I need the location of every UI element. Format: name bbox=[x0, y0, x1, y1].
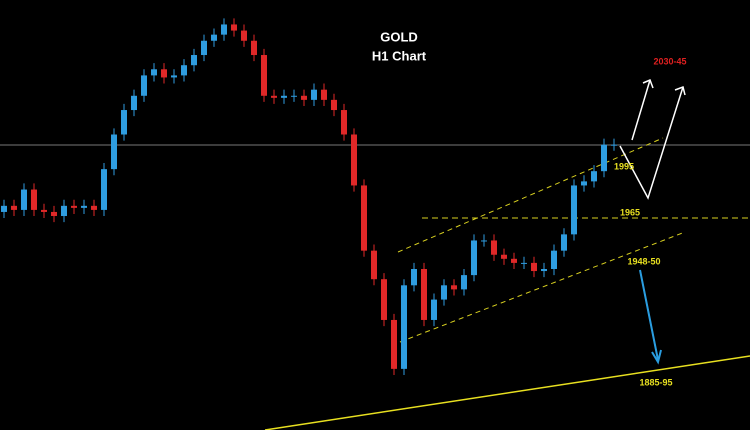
annotation: 1995 bbox=[614, 161, 634, 171]
candle-body bbox=[341, 110, 347, 135]
candle-body bbox=[601, 144, 607, 172]
candle-body bbox=[211, 34, 217, 41]
candle-body bbox=[521, 262, 527, 264]
candle-body bbox=[181, 65, 187, 76]
candle-body bbox=[171, 75, 177, 78]
candle-body bbox=[231, 24, 237, 31]
arrow-head bbox=[651, 349, 662, 365]
candle-body bbox=[191, 55, 197, 66]
candle-body bbox=[141, 75, 147, 96]
arrow bbox=[631, 79, 651, 141]
candle-body bbox=[411, 269, 417, 286]
candle-body bbox=[291, 95, 297, 97]
annotation: 1885-95 bbox=[639, 377, 672, 387]
candle-body bbox=[381, 279, 387, 320]
candle-body bbox=[571, 185, 577, 235]
arrow bbox=[639, 269, 659, 361]
candle-body bbox=[21, 189, 27, 210]
candle-body bbox=[421, 269, 427, 320]
candle-body bbox=[161, 69, 167, 78]
candle-body bbox=[591, 171, 597, 182]
candle-body bbox=[561, 234, 567, 251]
candle-body bbox=[31, 189, 37, 210]
candle-body bbox=[301, 95, 307, 100]
candle-body bbox=[61, 205, 67, 217]
arrow-head bbox=[642, 79, 654, 89]
candle-body bbox=[321, 89, 327, 100]
annotation: 2030-45 bbox=[653, 56, 686, 66]
candle-body bbox=[261, 55, 267, 96]
candle-body bbox=[581, 181, 587, 186]
candle-body bbox=[251, 40, 257, 56]
candle-body bbox=[611, 144, 617, 146]
candle-body bbox=[151, 69, 157, 76]
chart-title: GOLD bbox=[380, 29, 418, 44]
candle-body bbox=[131, 95, 137, 111]
candle-body bbox=[101, 169, 107, 210]
chart-subtitle: H1 Chart bbox=[372, 48, 427, 63]
candle-body bbox=[481, 240, 487, 242]
candle-body bbox=[551, 250, 557, 270]
support-line bbox=[264, 355, 750, 430]
candle-body bbox=[531, 262, 537, 272]
candle-body bbox=[441, 285, 447, 300]
channel-upper bbox=[397, 137, 664, 253]
candle-body bbox=[351, 134, 357, 186]
candle-body bbox=[121, 110, 127, 135]
blue-arrow bbox=[639, 269, 662, 365]
candle-body bbox=[511, 258, 517, 263]
candle-body bbox=[401, 285, 407, 369]
candle-body bbox=[471, 240, 477, 276]
candle-body bbox=[201, 40, 207, 56]
candle-body bbox=[461, 275, 467, 290]
candle-body bbox=[271, 95, 277, 98]
candle-body bbox=[391, 319, 397, 369]
candle-body bbox=[541, 269, 547, 272]
candle-body bbox=[111, 134, 117, 170]
candle-body bbox=[1, 205, 7, 212]
channel-lower bbox=[399, 231, 686, 343]
arrows bbox=[619, 79, 686, 200]
candle-body bbox=[331, 99, 337, 111]
arrow-head bbox=[674, 86, 686, 96]
candle-body bbox=[491, 240, 497, 255]
annotation: 1948-50 bbox=[627, 256, 660, 266]
candle-body bbox=[221, 24, 227, 35]
arrow bbox=[619, 86, 684, 200]
candle-body bbox=[361, 185, 367, 251]
candle-body bbox=[311, 89, 317, 100]
candle-body bbox=[501, 254, 507, 259]
candle-body bbox=[371, 250, 377, 280]
candle-body bbox=[91, 205, 97, 210]
candle-body bbox=[11, 205, 17, 210]
candle-body bbox=[51, 211, 57, 217]
candle-body bbox=[431, 299, 437, 320]
candle-body bbox=[451, 285, 457, 290]
candle-body bbox=[241, 30, 247, 41]
candle-body bbox=[81, 205, 87, 208]
candle-body bbox=[41, 209, 47, 212]
candle-body bbox=[281, 95, 287, 98]
annotation: 1965 bbox=[620, 207, 640, 217]
candles bbox=[1, 18, 617, 375]
candle-body bbox=[71, 205, 77, 208]
